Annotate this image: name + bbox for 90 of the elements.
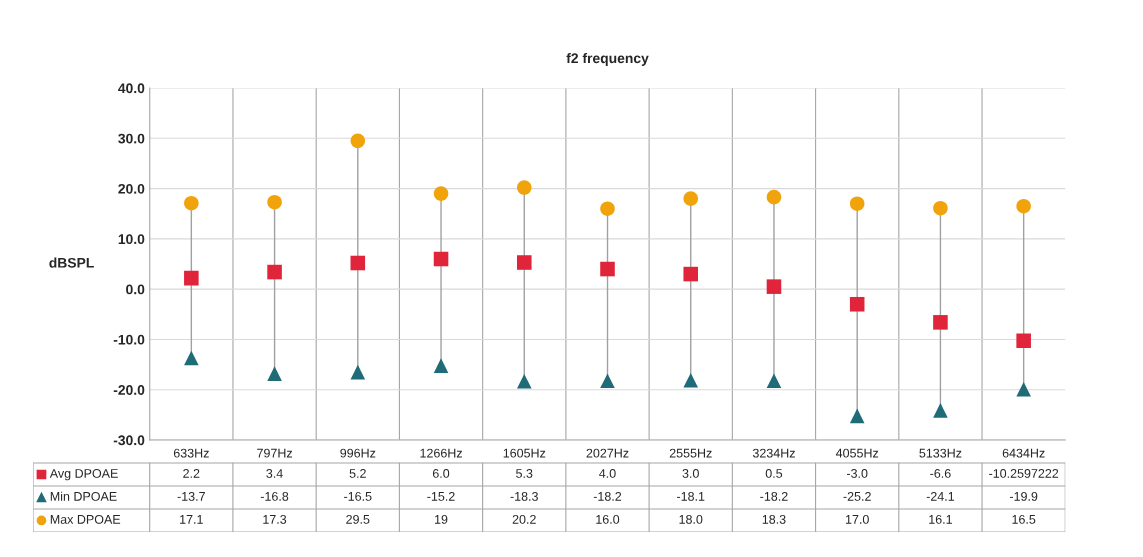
point <box>350 364 366 380</box>
data-label: -15.2 <box>427 491 455 501</box>
data-label: 17.1 <box>180 515 203 524</box>
data-label: 19 <box>435 514 448 524</box>
point <box>1016 381 1031 397</box>
point <box>600 373 615 388</box>
point <box>433 358 449 373</box>
point <box>433 251 449 267</box>
data-label: -25.2 <box>843 491 871 501</box>
x-tick-label: 5133Hz <box>919 448 962 458</box>
data-label: 3.4 <box>266 469 283 478</box>
point <box>1016 198 1031 214</box>
data-label: -18.1 <box>677 491 705 501</box>
point <box>516 255 532 270</box>
data-label: 17.0 <box>845 514 869 524</box>
x-tick-label: 6434Hz <box>1002 448 1045 458</box>
point <box>184 270 199 286</box>
x-tick-label: 2027Hz <box>586 448 629 458</box>
point <box>184 350 199 366</box>
data-label: 18.0 <box>679 514 703 524</box>
data-label: 5.2 <box>349 469 366 478</box>
data-label: 29.5 <box>346 514 370 524</box>
y-tick-label: 10.0 <box>118 234 145 245</box>
data-label: 18.3 <box>762 514 786 524</box>
data-label: -10.2597222 <box>989 469 1059 478</box>
point <box>683 191 699 206</box>
x-tick-label: 1605Hz <box>503 448 546 458</box>
y-tick-label: 40.0 <box>118 83 145 94</box>
legend-label: Max DPOAE <box>50 514 121 524</box>
chart-title: f2 frequency <box>566 52 649 66</box>
data-label: 16.1 <box>929 514 952 524</box>
y-tick-label: 30.0 <box>118 133 145 144</box>
point <box>516 180 532 195</box>
legend-label: Avg DPOAE <box>49 469 118 481</box>
point <box>433 186 449 201</box>
data-label: 6.0 <box>432 469 450 478</box>
data-label: -16.8 <box>260 491 289 501</box>
data-label: -16.5 <box>344 491 372 501</box>
data-label: 16.0 <box>596 514 620 524</box>
point <box>267 366 282 381</box>
point <box>1016 333 1031 349</box>
point <box>683 372 699 388</box>
point <box>849 296 865 312</box>
point <box>933 200 948 216</box>
data-label: -24.1 <box>926 491 955 501</box>
x-tick-label: 1266Hz <box>420 448 462 458</box>
point <box>350 133 366 149</box>
y-tick-label: -30.0 <box>113 435 145 446</box>
y-tick-label: 0.0 <box>126 284 145 295</box>
point <box>600 201 615 216</box>
x-tick-label: 4055Hz <box>835 448 879 458</box>
point <box>766 373 782 388</box>
data-label: -19.9 <box>1009 491 1038 501</box>
point <box>766 189 782 205</box>
data-label: 5.3 <box>516 469 533 478</box>
x-tick-label: 633Hz <box>173 448 209 458</box>
data-label: -3.0 <box>846 469 868 478</box>
legend-label: Min DPOAE <box>50 491 117 501</box>
x-tick-label: 996Hz <box>340 448 376 458</box>
data-label: -18.2 <box>593 491 622 501</box>
x-tick-label: 2555Hz <box>669 448 712 458</box>
x-tick-label: 797Hz <box>257 448 293 458</box>
point <box>267 194 282 210</box>
y-tick-label: -10.0 <box>113 334 145 345</box>
data-label: 3.0 <box>682 469 699 478</box>
point <box>267 264 282 280</box>
data-label: 4.0 <box>599 469 616 478</box>
point <box>933 403 948 418</box>
data-label: 0.5 <box>765 469 783 478</box>
point <box>516 373 532 389</box>
data-label: -13.7 <box>177 491 205 501</box>
point <box>933 315 948 330</box>
point <box>683 266 699 282</box>
point <box>849 196 865 211</box>
y-tick-label: 20.0 <box>118 183 145 194</box>
point <box>849 408 865 424</box>
data-label: 20.2 <box>512 514 536 524</box>
data-label: -6.6 <box>930 469 951 478</box>
point <box>766 279 782 294</box>
y-tick-label: -20.0 <box>113 385 145 395</box>
data-label: 16.5 <box>1012 514 1036 524</box>
data-label: -18.3 <box>510 491 538 501</box>
data-label: 2.2 <box>183 469 200 478</box>
y-axis-title: dBSPL <box>49 257 94 268</box>
x-tick-label: 3234Hz <box>752 448 795 458</box>
point <box>350 255 366 271</box>
point <box>184 195 199 211</box>
point <box>600 261 615 277</box>
data-label: 17.3 <box>263 514 287 524</box>
data-label: -18.2 <box>760 491 788 501</box>
